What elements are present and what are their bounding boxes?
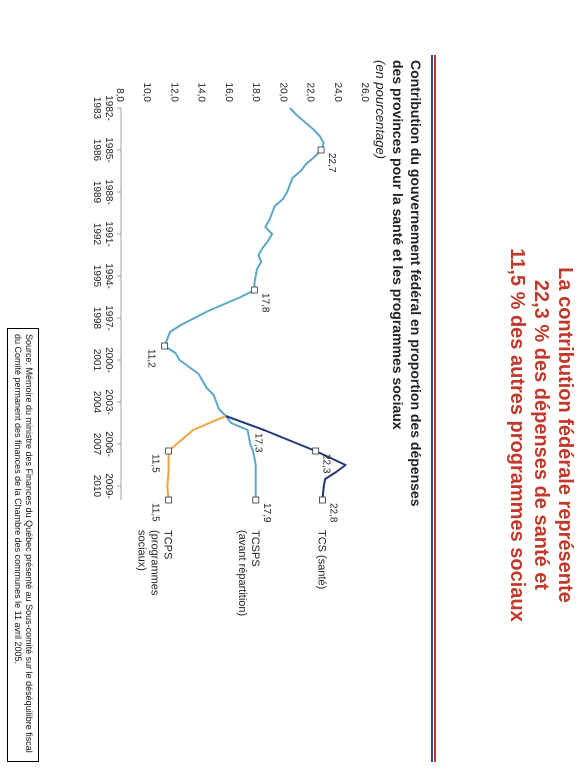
legend-entry: TCS (santé) bbox=[315, 530, 327, 589]
x-tick-label: 1991- bbox=[103, 221, 114, 247]
data-label: 11,2 bbox=[146, 349, 157, 368]
x-tick-label: 2010 bbox=[91, 475, 102, 498]
series-data-labels: 22,7 17,8 11,2 17,3 17,9 22,3 22,8 11,5 11,5 bbox=[146, 153, 339, 523]
series-legend: TCSPS(avant répartition) TCS (santé) TCPS(… bbox=[136, 530, 328, 616]
chart-title-line1: Contribution du gouvernement fédéral en … bbox=[408, 60, 424, 507]
y-tick-label: 10,0 bbox=[141, 83, 152, 103]
y-tick-label: 16,0 bbox=[223, 83, 234, 103]
x-tick-label: 1988- bbox=[103, 179, 114, 205]
y-tick-label: 22,0 bbox=[305, 83, 316, 103]
series-line bbox=[163, 107, 325, 500]
legend-entry: (programmes bbox=[149, 530, 161, 596]
x-tick-label: 2000- bbox=[103, 347, 114, 373]
x-tick-label: 2003- bbox=[103, 389, 114, 415]
series-line bbox=[166, 415, 227, 501]
x-tick-label: 1992 bbox=[91, 223, 102, 246]
data-label: 22,3 bbox=[321, 454, 332, 474]
y-tick-label: 8,0 bbox=[114, 88, 125, 102]
x-tick-label: 1998 bbox=[91, 307, 102, 330]
y-tick-label: 18,0 bbox=[250, 83, 261, 103]
data-point-marker bbox=[161, 342, 168, 350]
x-tick-label: 1985- bbox=[103, 137, 114, 163]
series-lines bbox=[163, 107, 347, 501]
data-label: 22,8 bbox=[327, 503, 338, 523]
data-point-marker bbox=[312, 447, 320, 455]
legend-entry: TCPS bbox=[162, 530, 174, 559]
series-line bbox=[225, 415, 347, 501]
chart-subtitle: (en pourcentage) bbox=[373, 60, 388, 159]
headline-line2: 22,3 % des dépenses de santé et bbox=[530, 280, 552, 590]
data-point-marker bbox=[252, 496, 260, 504]
y-tick-label: 14,0 bbox=[196, 83, 207, 103]
data-point-marker bbox=[165, 447, 173, 455]
y-tick-label: 26,0 bbox=[359, 83, 370, 103]
x-tick-label: 1986 bbox=[91, 139, 102, 162]
x-tick-label: 1997- bbox=[103, 305, 114, 331]
data-label: 17,3 bbox=[253, 433, 264, 453]
x-tick-label: 1989 bbox=[91, 181, 102, 204]
y-tick-label: 20,0 bbox=[277, 83, 288, 103]
chart-title-line2: des provinces pour la santé et les progr… bbox=[390, 60, 406, 430]
y-tick-label: 24,0 bbox=[332, 83, 343, 103]
x-tick-label: 1983 bbox=[91, 97, 102, 120]
y-axis-ticks: 8,0 10,0 12,0 14,0 16,0 18,0 20,0 22,0 24,0 26,0 bbox=[114, 83, 370, 103]
data-label: 11,5 bbox=[150, 454, 161, 473]
data-point-marker bbox=[250, 286, 258, 294]
line-chart: 8,0 10,0 12,0 14,0 16,0 18,0 20,0 22,0 24,0 26,0 … bbox=[91, 83, 370, 617]
legend-entry: sociaux) bbox=[136, 530, 148, 571]
y-tick-label: 12,0 bbox=[168, 83, 179, 103]
legend-entry: TCSPS bbox=[249, 530, 261, 567]
data-point-marker bbox=[165, 496, 173, 504]
data-point-marker bbox=[319, 496, 326, 504]
x-tick-label: 2004 bbox=[91, 391, 102, 414]
data-label: 11,5 bbox=[150, 503, 161, 522]
x-tick-label: 2001 bbox=[91, 349, 102, 372]
data-label: 17,9 bbox=[261, 503, 272, 523]
data-point-marker bbox=[317, 146, 325, 154]
x-tick-label: 1995 bbox=[91, 265, 102, 288]
data-label: 17,8 bbox=[259, 293, 270, 313]
series-markers bbox=[161, 146, 326, 504]
x-tick-label: 2006- bbox=[103, 431, 114, 457]
legend-entry: (avant répartition) bbox=[236, 530, 248, 616]
x-tick-label: 1982- bbox=[103, 95, 114, 121]
x-tick-label: 2007 bbox=[91, 433, 102, 456]
x-tick-label: 1994- bbox=[103, 263, 114, 289]
headline-line3: 11,5 % des autres programmes sociaux bbox=[506, 248, 528, 622]
x-tick-label: 2009- bbox=[103, 473, 114, 499]
source-box bbox=[7, 328, 39, 762]
headline-line1: La contribution fédérale représente bbox=[554, 267, 576, 603]
data-label: 22,7 bbox=[326, 153, 337, 173]
x-axis-ticks: 1982-1983 1985-1986 1988-1989 1991-1992 1994… bbox=[91, 95, 121, 499]
